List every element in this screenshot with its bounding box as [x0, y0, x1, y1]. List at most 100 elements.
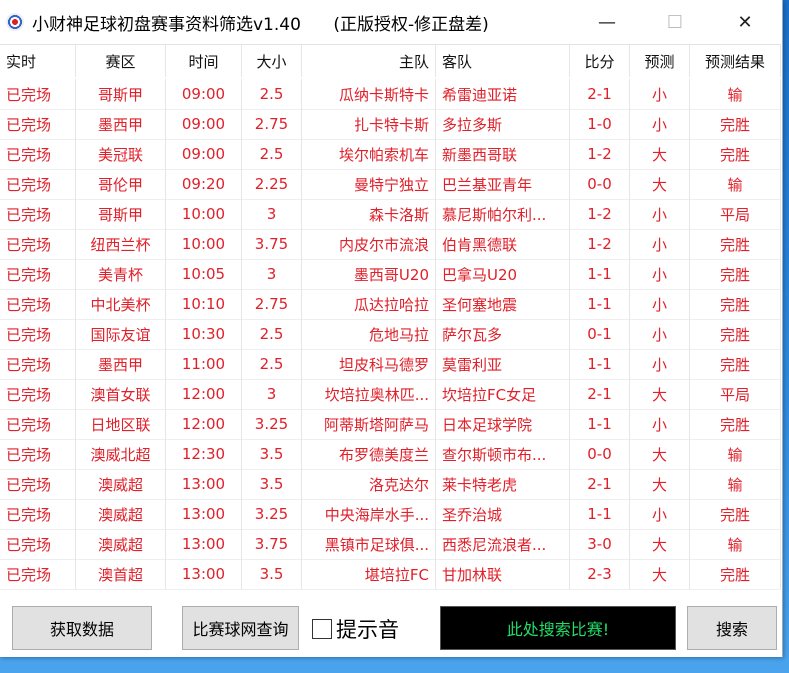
column-header-home-team[interactable]: 主队: [302, 45, 436, 77]
cell-status: 已完场: [0, 469, 76, 499]
cell-home-team: 坎培拉奥林匹...: [302, 379, 436, 409]
cell-league: 澳威北超: [76, 439, 166, 469]
table-row[interactable]: 已完场 纽西兰杯 10:00 3.75 内皮尔市流浪 伯肯黑德联 1-2 小完胜: [0, 229, 781, 260]
cell-home-team: 埃尔帕索机车: [302, 139, 436, 169]
column-header-away-team[interactable]: 客队: [436, 45, 570, 77]
table-row[interactable]: 已完场 墨西甲 09:00 2.75 扎卡特卡斯 多拉多斯 1-0 小完胜: [0, 109, 781, 140]
cell-time: 10:00: [166, 229, 242, 259]
cell-away-team: 查尔斯顿市布...: [436, 439, 570, 469]
cell-result: 完胜: [690, 319, 781, 349]
cell-status: 已完场: [0, 379, 76, 409]
fetch-data-button[interactable]: 获取数据: [12, 606, 152, 650]
cell-score: 2-1: [570, 379, 630, 409]
minimize-button[interactable]: —: [598, 11, 616, 33]
cell-time: 13:00: [166, 499, 242, 529]
cell-time: 12:00: [166, 379, 242, 409]
cell-home-team: 森卡洛斯: [302, 199, 436, 229]
table-row[interactable]: 已完场 日地区联 12:00 3.25 阿蒂斯塔阿萨马 日本足球学院 1-1 小完胜: [0, 409, 781, 440]
cell-score: 1-2: [570, 229, 630, 259]
cell-league: 哥伦甲: [76, 169, 166, 199]
cell-status: 已完场: [0, 79, 76, 109]
cell-league: 墨西甲: [76, 349, 166, 379]
cell-prediction: 小: [630, 109, 690, 139]
cell-home-team: 黑镇市足球俱...: [302, 529, 436, 559]
cell-home-team: 墨西哥U20: [302, 259, 436, 289]
checkbox-box[interactable]: [312, 619, 332, 639]
window-title: 小财神足球初盘赛事资料筛选v1.40 (正版授权-修正盘差): [32, 14, 489, 35]
cell-over-under: 3: [242, 199, 302, 229]
cell-result: 完胜: [690, 289, 781, 319]
cell-prediction: 小: [630, 349, 690, 379]
table-row[interactable]: 已完场 澳首女联 12:00 3 坎培拉奥林匹... 坎培拉FC女足 2-1 大平局: [0, 379, 781, 410]
cell-prediction: 小: [630, 499, 690, 529]
cell-league: 哥斯甲: [76, 79, 166, 109]
sound-checkbox[interactable]: 提示音: [312, 614, 399, 644]
cell-league: 美青杯: [76, 259, 166, 289]
cell-prediction: 大: [630, 139, 690, 169]
cell-prediction: 小: [630, 289, 690, 319]
cell-over-under: 3.75: [242, 529, 302, 559]
table-row[interactable]: 已完场 哥斯甲 09:00 2.5 瓜纳卡斯特卡 希雷迪亚诺 2-1 小输: [0, 79, 781, 110]
column-header-prediction[interactable]: 预测: [630, 45, 690, 77]
search-input[interactable]: 此处搜索比赛!: [440, 606, 676, 650]
table-row[interactable]: 已完场 澳威北超 12:30 3.5 布罗德美度兰 查尔斯顿市布... 0-0 大输: [0, 439, 781, 470]
query-button[interactable]: 比赛球网查询: [182, 606, 299, 650]
cell-over-under: 3: [242, 259, 302, 289]
table-row[interactable]: 已完场 国际友谊 10:30 2.5 危地马拉 萨尔瓦多 0-1 小完胜: [0, 319, 781, 350]
column-header-score[interactable]: 比分: [570, 45, 630, 77]
cell-result: 输: [690, 469, 781, 499]
cell-time: 09:00: [166, 139, 242, 169]
table-row[interactable]: 已完场 哥伦甲 09:20 2.25 曼特宁独立 巴兰基亚青年 0-0 大输: [0, 169, 781, 200]
cell-over-under: 2.5: [242, 79, 302, 109]
table-header: 实时 赛区 时间 大小 主队 客队 比分 预测 预测结果: [0, 44, 781, 77]
cell-prediction: 大: [630, 169, 690, 199]
column-header-league[interactable]: 赛区: [76, 45, 166, 77]
cell-time: 12:30: [166, 439, 242, 469]
cell-over-under: 3: [242, 379, 302, 409]
maximize-button[interactable]: ☐: [666, 11, 684, 33]
cell-prediction: 小: [630, 199, 690, 229]
column-header-result[interactable]: 预测结果: [690, 45, 781, 77]
table-row[interactable]: 已完场 美冠联 09:00 2.5 埃尔帕索机车 新墨西哥联 1-2 大完胜: [0, 139, 781, 170]
cell-result: 完胜: [690, 259, 781, 289]
cell-league: 澳首女联: [76, 379, 166, 409]
table-row[interactable]: 已完场 中北美杯 10:10 2.75 瓜达拉哈拉 圣何塞地震 1-1 小完胜: [0, 289, 781, 320]
close-button[interactable]: ✕: [737, 11, 753, 33]
cell-result: 完胜: [690, 349, 781, 379]
cell-score: 2-1: [570, 469, 630, 499]
cell-over-under: 3.5: [242, 439, 302, 469]
cell-away-team: 甘加林联: [436, 559, 570, 589]
cell-status: 已完场: [0, 319, 76, 349]
cell-time: 09:00: [166, 109, 242, 139]
cell-score: 2-3: [570, 559, 630, 589]
cell-score: 1-2: [570, 139, 630, 169]
cell-league: 澳威超: [76, 499, 166, 529]
app-target-icon: [6, 13, 24, 31]
table-row[interactable]: 已完场 澳首超 13:00 3.5 堪培拉FC 甘加林联 2-3 大完胜: [0, 559, 781, 590]
cell-score: 1-1: [570, 499, 630, 529]
cell-time: 09:20: [166, 169, 242, 199]
search-button[interactable]: 搜索: [687, 606, 777, 650]
table-row[interactable]: 已完场 澳威超 13:00 3.25 中央海岸水手... 圣乔治城 1-1 小完胜: [0, 499, 781, 530]
column-header-status[interactable]: 实时: [0, 45, 76, 77]
cell-away-team: 伯肯黑德联: [436, 229, 570, 259]
table-row[interactable]: 已完场 墨西甲 11:00 2.5 坦皮科马德罗 莫雷利亚 1-1 小完胜: [0, 349, 781, 380]
cell-time: 10:05: [166, 259, 242, 289]
cell-away-team: 新墨西哥联: [436, 139, 570, 169]
cell-result: 完胜: [690, 109, 781, 139]
cell-status: 已完场: [0, 499, 76, 529]
cell-time: 13:00: [166, 469, 242, 499]
table-row[interactable]: 已完场 美青杯 10:05 3 墨西哥U20 巴拿马U20 1-1 小完胜: [0, 259, 781, 290]
cell-home-team: 中央海岸水手...: [302, 499, 436, 529]
column-header-time[interactable]: 时间: [166, 45, 242, 77]
table-row[interactable]: 已完场 澳威超 13:00 3.75 黑镇市足球俱... 西悉尼流浪者... 3-0 大输: [0, 529, 781, 560]
table-row[interactable]: 已完场 哥斯甲 10:00 3 森卡洛斯 慕尼斯帕尔利... 1-2 小平局: [0, 199, 781, 230]
cell-over-under: 3.5: [242, 559, 302, 589]
cell-over-under: 3.75: [242, 229, 302, 259]
cell-league: 澳威超: [76, 469, 166, 499]
cell-away-team: 圣乔治城: [436, 499, 570, 529]
table-row[interactable]: 已完场 澳威超 13:00 3.5 洛克达尔 莱卡特老虎 2-1 大输: [0, 469, 781, 500]
column-header-over-under[interactable]: 大小: [242, 45, 302, 77]
cell-league: 美冠联: [76, 139, 166, 169]
cell-away-team: 巴兰基亚青年: [436, 169, 570, 199]
